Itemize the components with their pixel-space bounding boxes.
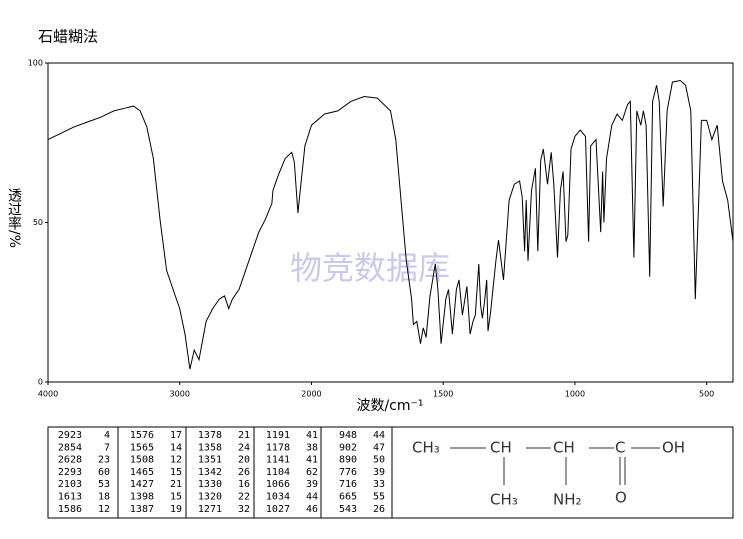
- peak-transmittance: 20: [238, 455, 250, 466]
- peak-wavenumber: 1191: [266, 430, 290, 441]
- peak-wavenumber: 1178: [266, 442, 290, 453]
- x-tick-label: 500: [699, 390, 714, 399]
- peak-transmittance: 62: [306, 467, 318, 478]
- peak-wavenumber: 1398: [130, 492, 154, 503]
- y-tick-label: 100: [28, 59, 43, 68]
- peak-transmittance: 53: [98, 479, 110, 490]
- atom-label: CH: [490, 439, 512, 457]
- peak-transmittance: 33: [373, 479, 385, 490]
- peak-wavenumber: 1586: [58, 504, 82, 515]
- peak-wavenumber: 2293: [58, 467, 82, 478]
- x-tick-label: 4000: [38, 390, 58, 399]
- peak-wavenumber: 1027: [266, 504, 290, 515]
- peak-transmittance: 39: [373, 467, 385, 478]
- peak-wavenumber: 902: [339, 442, 357, 453]
- peak-transmittance: 44: [306, 492, 318, 503]
- peak-wavenumber: 665: [339, 492, 357, 503]
- y-tick-label: 50: [33, 218, 43, 227]
- peak-transmittance: 24: [238, 442, 250, 453]
- peak-transmittance: 15: [170, 467, 182, 478]
- peak-wavenumber: 1034: [266, 492, 290, 503]
- peak-wavenumber: 1351: [198, 455, 222, 466]
- peak-wavenumber: 1427: [130, 479, 154, 490]
- peak-transmittance: 32: [238, 504, 250, 515]
- peak-transmittance: 7: [104, 442, 110, 453]
- atom-label: CH₃: [490, 491, 518, 509]
- peak-transmittance: 55: [373, 492, 385, 503]
- peak-wavenumber: 1342: [198, 467, 222, 478]
- peak-transmittance: 17: [170, 430, 182, 441]
- peak-wavenumber: 1066: [266, 479, 290, 490]
- peak-transmittance: 22: [238, 492, 250, 503]
- peak-wavenumber: 1508: [130, 455, 154, 466]
- peak-wavenumber: 1104: [266, 467, 290, 478]
- peak-wavenumber: 716: [339, 479, 357, 490]
- peak-wavenumber: 2103: [58, 479, 82, 490]
- peak-transmittance: 41: [306, 430, 318, 441]
- peak-transmittance: 44: [373, 430, 385, 441]
- peak-wavenumber: 890: [339, 455, 357, 466]
- peak-wavenumber: 1576: [130, 430, 154, 441]
- peak-transmittance: 50: [373, 455, 385, 466]
- peak-transmittance: 46: [306, 504, 318, 515]
- peak-wavenumber: 1271: [198, 504, 222, 515]
- peak-transmittance: 26: [373, 504, 385, 515]
- y-axis-label: 透过率/%: [6, 188, 22, 248]
- peak-transmittance: 21: [238, 430, 250, 441]
- peak-transmittance: 41: [306, 455, 318, 466]
- chart-title: 石蜡糊法: [38, 28, 98, 46]
- spectrum-line: [47, 79, 734, 370]
- peak-transmittance: 21: [170, 479, 182, 490]
- peak-transmittance: 60: [98, 467, 110, 478]
- x-tick-label: 1000: [565, 390, 585, 399]
- atom-label: OH: [662, 439, 685, 457]
- atom-label: C: [615, 439, 625, 457]
- peak-wavenumber: 776: [339, 467, 357, 478]
- atom-label: O: [615, 489, 627, 507]
- y-tick-label: 0: [38, 378, 43, 387]
- peak-wavenumber: 1565: [130, 442, 154, 453]
- peak-transmittance: 18: [98, 492, 110, 503]
- peak-wavenumber: 1141: [266, 455, 290, 466]
- peak-wavenumber: 2628: [58, 455, 82, 466]
- peak-wavenumber: 1613: [58, 492, 82, 503]
- peak-transmittance: 12: [170, 455, 182, 466]
- peak-transmittance: 19: [170, 504, 182, 515]
- peak-wavenumber: 1465: [130, 467, 154, 478]
- peak-wavenumber: 1387: [130, 504, 154, 515]
- peak-wavenumber: 2923: [58, 430, 82, 441]
- x-tick-label: 1500: [433, 390, 453, 399]
- peak-transmittance: 16: [238, 479, 250, 490]
- peak-transmittance: 12: [98, 504, 110, 515]
- atom-label: CH: [553, 439, 575, 457]
- peak-wavenumber: 1378: [198, 430, 222, 441]
- peak-wavenumber: 1320: [198, 492, 222, 503]
- atom-label: NH₂: [553, 491, 582, 509]
- x-tick-label: 2000: [301, 390, 321, 399]
- peak-wavenumber: 948: [339, 430, 357, 441]
- peak-wavenumber: 1358: [198, 442, 222, 453]
- peak-transmittance: 26: [238, 467, 250, 478]
- peak-wavenumber: 543: [339, 504, 357, 515]
- x-axis-label: 波数/cm⁻¹: [356, 398, 423, 414]
- peak-transmittance: 23: [98, 455, 110, 466]
- peak-transmittance: 4: [104, 430, 110, 441]
- table-frame: [47, 426, 734, 519]
- peak-transmittance: 15: [170, 492, 182, 503]
- peak-transmittance: 39: [306, 479, 318, 490]
- peak-transmittance: 47: [373, 442, 385, 453]
- atom-label: CH₃: [412, 439, 440, 457]
- watermark: 物竞数据库: [290, 249, 450, 287]
- peak-transmittance: 14: [170, 442, 182, 453]
- peak-transmittance: 38: [306, 442, 318, 453]
- peak-wavenumber: 1330: [198, 479, 222, 490]
- bonds: [450, 447, 660, 485]
- peak-wavenumber: 2854: [58, 442, 82, 453]
- x-tick-label: 3000: [170, 390, 190, 399]
